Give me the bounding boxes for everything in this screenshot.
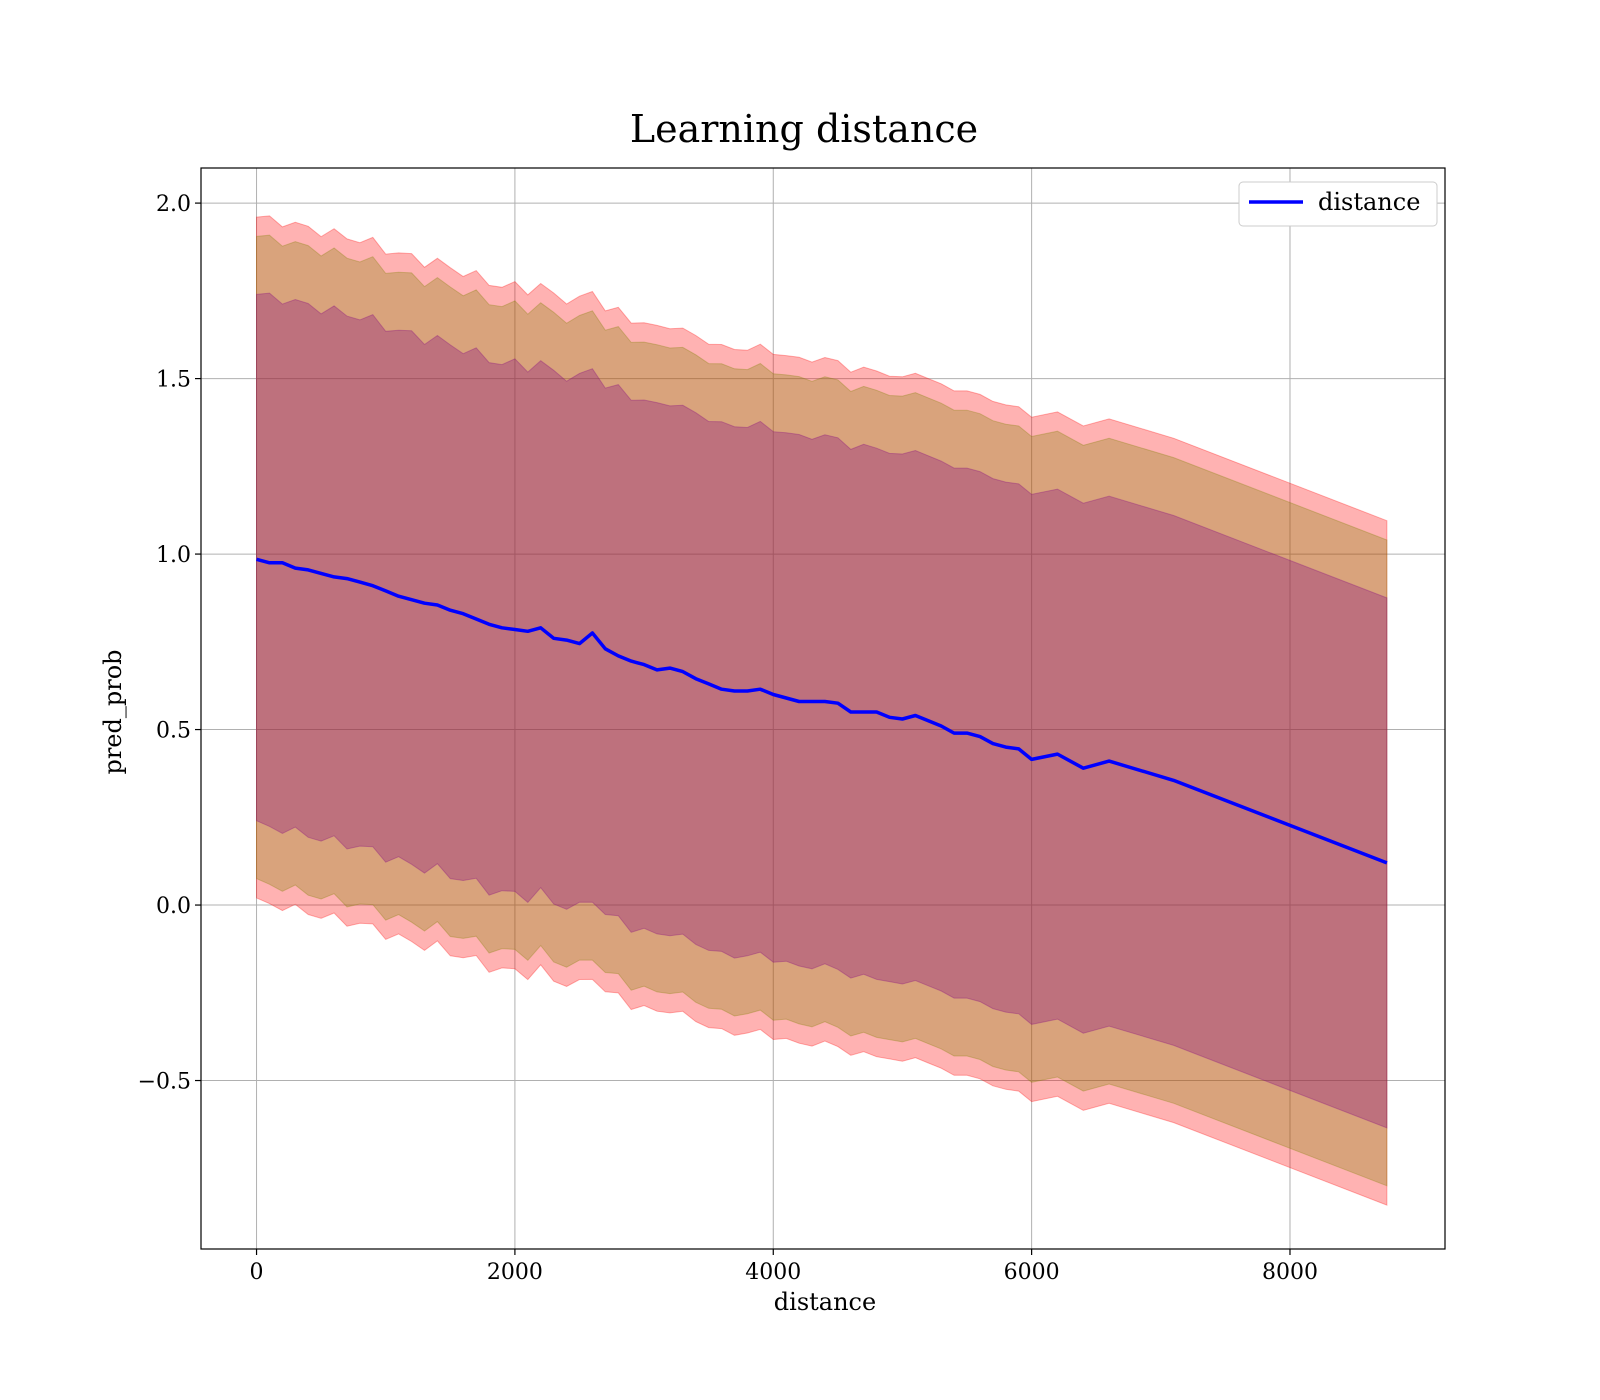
x-tick-label-1: 2000: [487, 1260, 543, 1285]
x-axis-label: distance: [774, 1288, 876, 1316]
band-inner: [256, 292, 1388, 1129]
chart-title: Learning distance: [630, 107, 978, 151]
y-tick-label-0: −0.5: [138, 1070, 191, 1095]
plot-frame: [200, 167, 1446, 1250]
y-axis-label: pred_prob: [99, 649, 127, 774]
band-middle: [256, 234, 1388, 1187]
y-tick-label-3: 1.0: [156, 543, 191, 568]
x-tick-label-0: 0: [250, 1260, 264, 1285]
legend-box: [1238, 181, 1438, 227]
legend: distance: [1238, 181, 1438, 227]
x-tick-label-3: 6000: [1004, 1260, 1060, 1285]
y-tick-label-5: 2.0: [156, 192, 191, 217]
band-outer: [256, 215, 1388, 1206]
series-line-distance: [256, 557, 1388, 865]
x-tick-label-4: 8000: [1262, 1260, 1318, 1285]
y-tick-label-1: 0.0: [156, 894, 191, 919]
legend-label-distance: distance: [1318, 188, 1420, 216]
series-lines: [256, 557, 1388, 865]
confidence-bands: [256, 215, 1388, 1206]
y-tick-label-4: 1.5: [156, 368, 191, 393]
y-tick-label-2: 0.5: [156, 719, 191, 744]
grid: [201, 168, 1445, 1249]
y-axis-ticks: −0.5 0.0 0.5 1.0 1.5 2.0: [138, 192, 201, 1095]
x-tick-label-2: 4000: [745, 1260, 801, 1285]
x-axis-ticks: 0 2000 4000 6000 8000: [250, 1249, 1318, 1285]
